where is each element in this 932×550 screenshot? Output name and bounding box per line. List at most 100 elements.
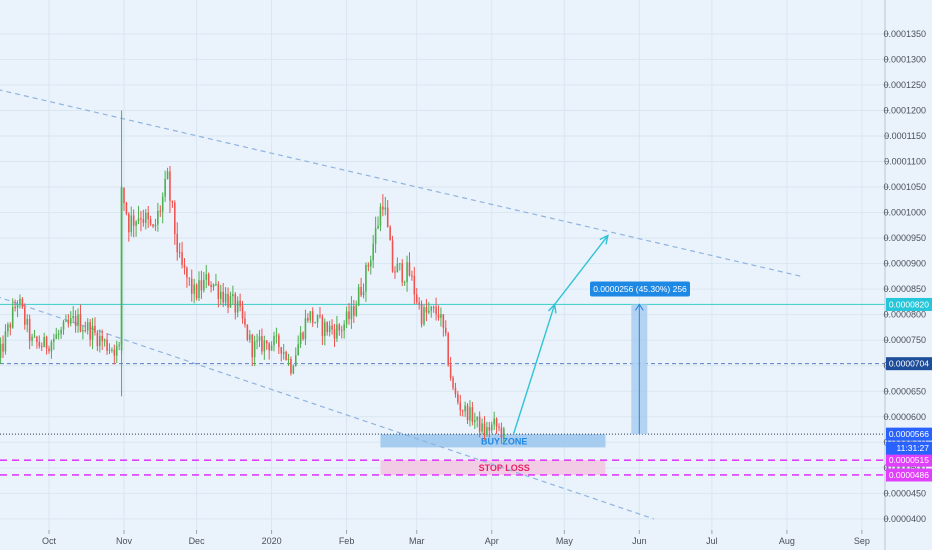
price-tick-label: 0.0000400 [883,514,926,524]
candle-body [268,343,270,351]
candle-body [31,336,33,341]
candle-body [437,314,440,318]
candle-body [345,311,348,325]
candle-body [166,171,169,179]
candle-body [328,325,331,333]
candle-body [253,341,256,358]
candle-body [89,322,91,340]
candle [324,318,326,346]
candle-body [503,428,505,438]
candle [244,311,246,328]
candle-body [256,340,258,342]
candle-body [45,336,48,349]
candle [249,329,251,343]
candle-body [207,274,210,286]
candle [190,269,193,302]
candle-body [348,311,350,320]
candle [374,216,377,253]
candle [130,206,133,237]
candle-body [137,218,140,222]
candle [471,401,474,426]
candle [181,241,183,269]
candle-body [4,331,7,352]
candle-body [340,330,343,332]
candle-body [425,307,428,313]
candle [7,322,9,338]
candle [91,317,94,350]
horizontal-lines [0,303,885,476]
candle-body [108,349,111,351]
candle-body [142,218,145,223]
candle [447,331,449,367]
candle [282,344,285,360]
candle [483,416,486,440]
candle [43,332,45,348]
time-axis[interactable]: Oct Nov Dec 2020 Feb Mar Apr May Jun Jul Aug Sep [42,530,870,546]
candle [261,328,263,355]
candle-body [297,344,299,356]
candle-body [217,283,220,300]
candle-body [123,187,125,204]
candle [65,314,67,322]
candle-body [183,264,186,268]
candle-body [229,296,232,308]
time-tick-label: May [556,536,574,546]
candle [239,293,241,312]
candle [500,422,503,444]
candle [183,258,186,275]
candle-body [406,262,408,283]
candle [256,333,258,350]
candle [350,296,353,329]
candle [503,426,505,443]
candle-body [57,334,60,336]
candle-body [219,291,222,300]
candle [408,252,411,277]
candle-body [369,260,372,267]
candle [302,331,304,341]
candle [253,335,256,367]
candle-body [394,271,396,273]
candle [38,335,41,349]
candle [215,273,217,287]
time-tick-label: Oct [42,536,57,546]
candle [440,307,442,327]
projection [512,234,609,435]
price-tick-label: 0.0001350 [883,29,926,39]
candle-body [69,318,72,324]
candle-body [428,310,430,313]
candle [28,314,31,350]
measure-tool: 0.0000256 (45.30%) 256 [590,281,690,435]
candle-body [413,275,416,295]
time-badge [886,441,932,455]
candle [224,287,227,306]
candle-body [275,335,278,337]
time-tick-label: Apr [485,536,499,546]
candle [413,266,416,305]
candle [331,319,333,335]
candle-body [147,212,149,220]
candle-body [43,336,45,348]
candle-body [307,318,309,321]
candle [195,283,198,301]
candle [360,277,362,298]
grid [0,0,885,530]
candle-body [449,364,452,378]
candle-body [481,423,483,432]
candle-body [365,264,367,292]
time-tick-label: Jul [706,536,718,546]
candle [125,201,128,216]
candle [459,394,462,417]
candle-body [290,358,292,374]
price-tick-label: 0.0000650 [883,386,926,396]
candle [435,297,437,321]
candle [369,255,372,275]
candle-body [99,335,101,347]
candle [62,319,65,335]
candle-body [65,320,67,322]
candle-body [311,311,314,323]
candle-body [74,316,77,327]
candle [210,281,212,293]
candle [457,390,459,405]
